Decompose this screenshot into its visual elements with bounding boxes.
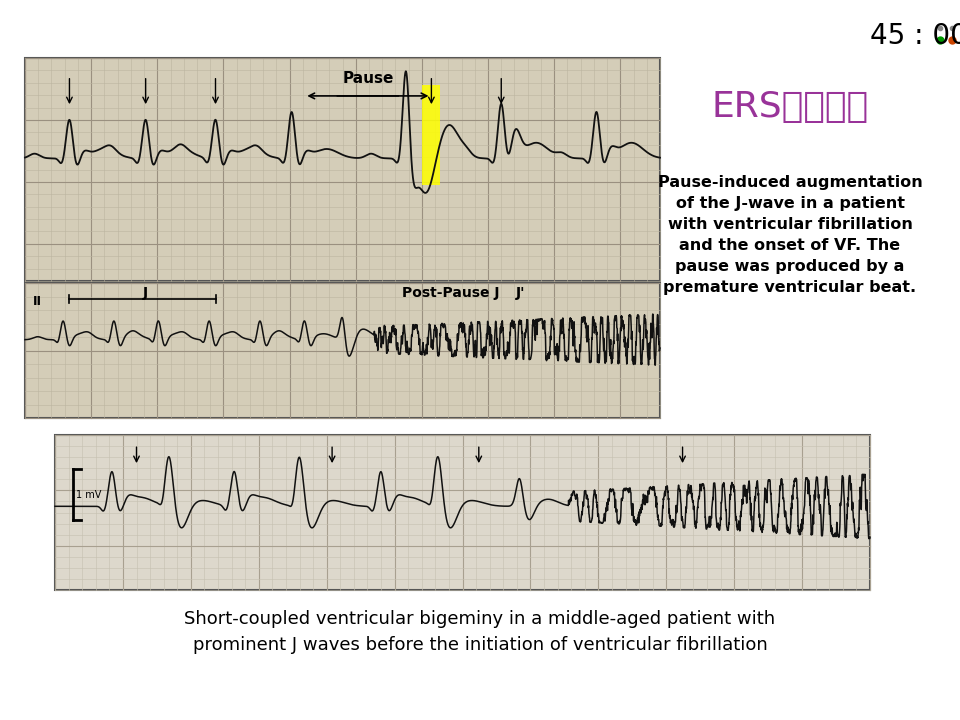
Text: J': J' <box>516 286 525 300</box>
Text: Pause: Pause <box>342 71 394 86</box>
Text: Pause-induced augmentation
of the J-wave in a patient
with ventricular fibrillat: Pause-induced augmentation of the J-wave… <box>658 175 923 295</box>
Text: Short-coupled ventricular bigeminy in a middle-aged patient with
prominent J wav: Short-coupled ventricular bigeminy in a … <box>184 610 776 654</box>
Bar <box>55 435 870 590</box>
Text: II: II <box>33 295 42 308</box>
Text: 1 mV: 1 mV <box>76 490 102 500</box>
Bar <box>421 85 440 185</box>
Text: J: J <box>143 286 148 300</box>
Text: Post-Pause J: Post-Pause J <box>401 286 499 300</box>
Text: ERS典型表现: ERS典型表现 <box>711 90 869 124</box>
Bar <box>25 58 660 281</box>
Text: 45 : 00: 45 : 00 <box>870 22 960 50</box>
Bar <box>25 283 660 418</box>
